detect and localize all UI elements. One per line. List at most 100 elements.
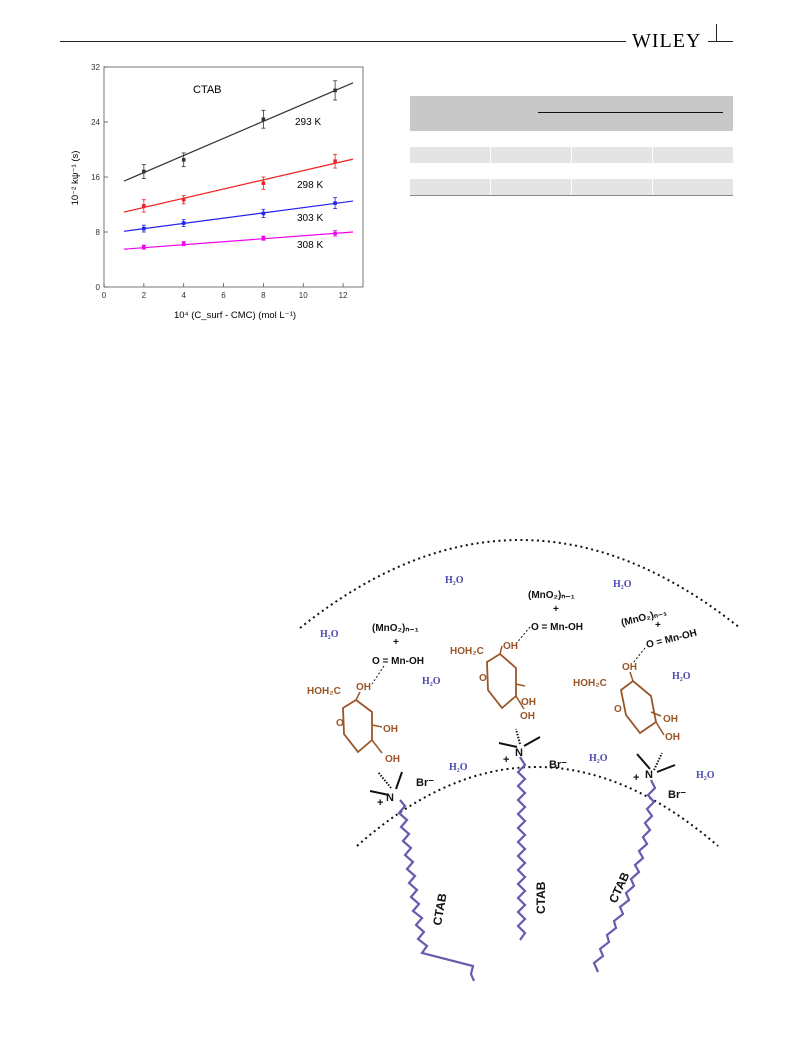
journal-brand: WILEY	[632, 30, 702, 52]
alkyl-chains	[397, 756, 657, 982]
water-label: H₂O	[320, 629, 339, 640]
methyl-bond	[377, 771, 392, 789]
water-label: H₂O	[445, 575, 464, 586]
data-point-303k	[142, 226, 146, 231]
methyl-bond	[656, 764, 676, 773]
sugar-bond	[355, 691, 361, 701]
data-point-293k	[181, 158, 186, 162]
hydroxyl-label: OH	[622, 662, 637, 673]
sugar-bond	[629, 671, 634, 682]
pyranose-ring	[620, 679, 657, 735]
mno2-cluster-label: (MnO₂)ₙ₋₁	[620, 607, 668, 629]
ctab-tail-center	[516, 756, 527, 941]
data-points	[141, 80, 338, 250]
water-label: H₂O	[422, 676, 441, 687]
data-point-293k	[142, 169, 146, 174]
bromide-label: Br⁻	[549, 759, 567, 771]
table-row	[410, 179, 733, 195]
water-label: H₂O	[589, 753, 608, 764]
y-tick-label: 0	[96, 283, 101, 292]
hoh2c-group: HOH₂C	[573, 678, 607, 689]
data-point-298k	[261, 181, 266, 185]
plus-sign: +	[393, 637, 399, 648]
plot-frame	[103, 66, 364, 288]
sugar-bond	[499, 645, 503, 655]
hoh2c-group: HOH₂C	[450, 646, 484, 657]
data-point-303k	[181, 221, 186, 225]
mn-oh-label: O = Mn-OH	[645, 628, 698, 651]
table-bottom-rule	[410, 195, 733, 196]
sugar-molecule-left: HOH₂C OH O OH OH	[307, 682, 400, 765]
y-tick-label: 8	[96, 228, 101, 237]
methyl-bond	[515, 728, 521, 745]
data-point-303k	[261, 211, 266, 216]
mno2-cluster-label: (MnO₂)ₙ₋₁	[372, 623, 419, 634]
header-rule-right	[708, 41, 733, 42]
x-axis-label: 10⁴ (C_surf - CMC) (mol L⁻¹)	[174, 310, 296, 321]
hydroxyl-label: OH	[663, 714, 678, 725]
water-label: H₂O	[672, 671, 691, 682]
hydroxyl-label: OH	[356, 682, 371, 693]
fit-line-308k	[123, 231, 354, 250]
hydrogen-bond	[371, 665, 385, 685]
micelle-outer-boundary	[299, 539, 741, 629]
sugar-bond	[371, 739, 383, 754]
micelle-scheme: H₂O H₂O H₂O H₂O H₂O H₂O H₂O H₂O (MnO₂)ₙ₋…	[299, 539, 741, 982]
sugar-molecule-center: HOH₂C OH O OH OH	[450, 641, 536, 722]
hoh2c-group: HOH₂C	[307, 686, 341, 697]
table-row	[410, 147, 733, 163]
data-point-308k	[142, 245, 146, 249]
data-point-308k	[261, 236, 266, 240]
series-label-308: 308 K	[297, 240, 323, 251]
plus-sign: +	[503, 754, 509, 766]
x-tick-label: 12	[339, 291, 348, 300]
data-point-298k	[333, 159, 337, 163]
plus-sign: +	[655, 620, 661, 631]
sugar-bond	[650, 711, 662, 717]
sugar-bond	[655, 721, 665, 736]
series-label-293: 293 K	[295, 117, 321, 128]
table-row	[410, 163, 733, 179]
water-label: H₂O	[696, 770, 715, 781]
sugar-bond	[371, 724, 383, 728]
water-label: H₂O	[613, 579, 632, 590]
hydroxyl-label: OH	[383, 724, 398, 735]
data-point-308k	[333, 231, 337, 236]
bromide-label: Br⁻	[416, 777, 434, 789]
ctab-label: CTAB	[430, 892, 449, 927]
methyl-bond	[395, 771, 403, 790]
ctab-tail-right	[592, 779, 657, 973]
plus-sign: +	[633, 772, 639, 784]
ring-oxygen-label: O	[336, 718, 344, 729]
header-tick	[716, 24, 717, 42]
hydroxyl-label: OH	[520, 711, 535, 722]
series-label-298: 298 K	[297, 180, 323, 191]
methyl-bond	[653, 752, 663, 771]
y-axis-label: 10⁻² kψ⁻¹ (s)	[70, 151, 81, 206]
water-label: H₂O	[449, 762, 468, 773]
ammonium-headgroup-center	[498, 728, 541, 748]
x-tick-label: 0	[102, 291, 107, 300]
hydroxyl-label: OH	[385, 754, 400, 765]
ring-oxygen-label: O	[479, 673, 487, 684]
plus-sign: +	[377, 797, 383, 809]
x-tick-label: 4	[181, 291, 186, 300]
x-tick-label: 2	[142, 291, 147, 300]
ammonium-headgroup-right	[636, 752, 676, 773]
data-point-298k	[142, 204, 146, 208]
header-rule	[60, 41, 626, 42]
chart-title: CTAB	[193, 84, 222, 96]
plus-sign: +	[553, 604, 559, 615]
nitrogen-label: N	[645, 769, 653, 781]
hydroxyl-label: OH	[503, 641, 518, 652]
x-tick-label: 10	[299, 291, 308, 300]
fit-line-298k	[123, 158, 354, 213]
bromide-label: Br⁻	[668, 789, 686, 801]
data-point-293k	[333, 88, 337, 93]
y-tick-label: 32	[91, 63, 100, 72]
fit-line-293k	[123, 82, 354, 182]
micelle-inner-boundary	[356, 766, 719, 847]
hydroxyl-label: OH	[665, 732, 680, 743]
